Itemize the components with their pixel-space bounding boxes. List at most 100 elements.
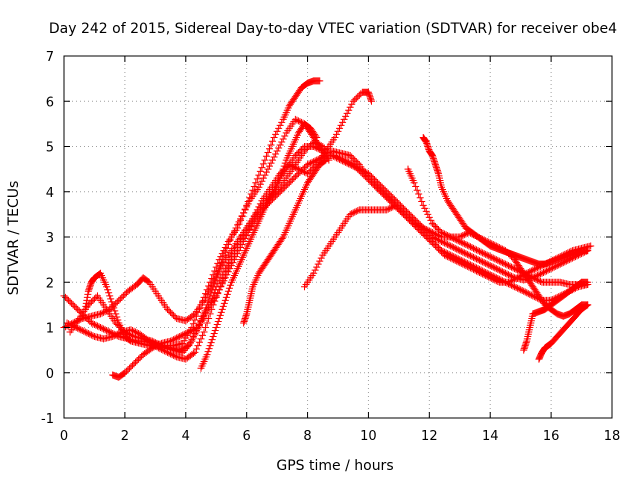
data-point — [291, 173, 299, 181]
data-point — [164, 305, 172, 313]
data-point — [500, 259, 508, 267]
data-point — [207, 339, 215, 347]
data-point — [62, 323, 70, 331]
data-point — [514, 274, 522, 282]
data-point — [89, 296, 97, 304]
data-point — [550, 263, 558, 271]
data-point — [488, 253, 496, 261]
data-point — [121, 328, 129, 336]
data-point — [84, 330, 92, 338]
data-point — [103, 283, 111, 291]
data-point — [299, 165, 307, 173]
data-point — [491, 255, 499, 263]
data-point — [336, 124, 344, 132]
data-point — [584, 247, 592, 255]
data-point — [431, 222, 439, 230]
data-point — [219, 302, 227, 310]
data-point — [125, 330, 133, 338]
data-point — [457, 232, 465, 240]
data-point — [258, 164, 266, 172]
data-point — [393, 203, 401, 211]
data-point — [118, 293, 126, 301]
data-point — [72, 304, 80, 312]
data-point — [465, 251, 473, 259]
data-point — [343, 109, 351, 117]
data-point — [355, 91, 363, 99]
data-point — [413, 186, 421, 194]
data-point — [98, 324, 106, 332]
data-point — [369, 180, 377, 188]
series-track-i — [301, 201, 592, 304]
data-point — [476, 247, 484, 255]
data-point — [127, 363, 135, 371]
data-point — [361, 173, 369, 181]
data-point — [471, 245, 479, 253]
data-point — [304, 161, 312, 169]
data-point — [495, 275, 503, 283]
data-point — [86, 299, 94, 307]
data-point — [98, 309, 106, 317]
data-point — [179, 331, 187, 339]
data-point — [259, 160, 267, 168]
data-point — [107, 304, 115, 312]
data-point — [238, 212, 246, 220]
data-point — [366, 171, 374, 179]
data-point — [135, 355, 143, 363]
data-point — [421, 230, 429, 238]
data-point — [244, 200, 252, 208]
data-point — [113, 313, 121, 321]
data-point — [217, 253, 225, 261]
data-point — [415, 224, 423, 232]
data-point — [115, 330, 123, 338]
data-point — [552, 262, 560, 270]
data-point — [530, 293, 538, 301]
data-point — [186, 339, 194, 347]
data-point — [354, 93, 362, 101]
data-point — [459, 239, 467, 247]
data-point — [179, 345, 187, 353]
data-point — [430, 239, 438, 247]
data-point — [498, 259, 506, 267]
data-point — [201, 307, 209, 315]
data-point — [227, 233, 235, 241]
data-point — [65, 320, 73, 328]
data-point — [584, 301, 592, 309]
data-point — [205, 345, 213, 353]
data-point — [503, 261, 511, 269]
data-point — [340, 115, 348, 123]
data-point — [527, 291, 535, 299]
data-point — [529, 292, 537, 300]
data-point — [116, 295, 124, 303]
data-point — [129, 332, 136, 340]
data-point — [206, 292, 214, 300]
data-point — [278, 235, 286, 243]
data-point — [354, 165, 362, 173]
data-point — [241, 206, 249, 214]
data-point — [180, 330, 188, 338]
data-point — [494, 274, 502, 282]
data-point — [448, 243, 456, 251]
data-point — [471, 254, 479, 262]
data-point — [381, 192, 389, 200]
data-point — [167, 308, 175, 316]
data-point — [97, 310, 105, 318]
data-point — [240, 238, 248, 246]
data-point — [530, 265, 538, 273]
data-point — [476, 256, 484, 264]
data-point — [269, 189, 277, 197]
data-point — [241, 316, 249, 324]
data-point — [182, 330, 190, 338]
data-point — [483, 260, 491, 268]
data-point — [242, 313, 250, 321]
data-point — [538, 269, 546, 277]
data-point — [177, 345, 185, 353]
data-point — [200, 328, 208, 336]
data-point — [214, 269, 222, 277]
data-point — [387, 204, 395, 212]
data-point — [229, 230, 237, 238]
data-point — [345, 158, 353, 166]
data-point — [561, 258, 569, 266]
data-point — [387, 192, 395, 200]
data-point — [450, 253, 458, 261]
data-point — [463, 259, 471, 267]
